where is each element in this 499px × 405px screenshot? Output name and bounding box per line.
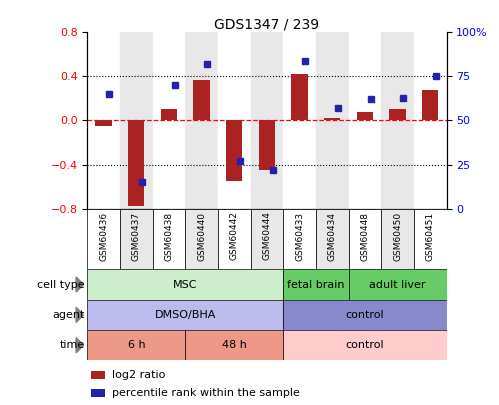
Text: log2 ratio: log2 ratio [112,370,166,379]
Bar [250,32,283,209]
Bar [316,209,349,269]
Bar [291,74,308,121]
Bar [87,330,185,360]
Bar [185,330,283,360]
Text: GSM60436: GSM60436 [99,211,108,261]
Bar [414,32,447,209]
Text: GSM60440: GSM60440 [197,211,206,260]
Bar [250,209,283,269]
Text: adult liver: adult liver [369,279,426,290]
Text: GSM60438: GSM60438 [165,211,174,261]
Bar [153,209,185,269]
Text: percentile rank within the sample: percentile rank within the sample [112,388,300,398]
Bar [91,371,105,379]
Bar [381,209,414,269]
Text: GSM60433: GSM60433 [295,211,304,261]
Bar [218,32,250,209]
Bar [259,121,275,170]
Polygon shape [76,277,83,292]
Bar [120,209,153,269]
Bar [120,32,153,209]
Text: GSM60451: GSM60451 [426,211,435,261]
Bar [91,389,105,397]
Bar [87,32,120,209]
Bar [185,32,218,209]
Text: 6 h: 6 h [128,340,145,350]
Bar [194,80,210,121]
Bar [128,121,145,207]
Text: GSM60437: GSM60437 [132,211,141,261]
Bar [185,209,218,269]
Bar [283,209,316,269]
Text: GSM60450: GSM60450 [393,211,402,261]
Bar [381,32,414,209]
Bar [226,121,243,181]
Bar [283,32,316,209]
Text: control: control [346,340,384,350]
Bar [87,300,283,330]
Bar [349,269,447,300]
Text: GSM60448: GSM60448 [360,211,369,260]
Bar [357,112,373,121]
Text: agent: agent [52,310,85,320]
Text: fetal brain: fetal brain [287,279,345,290]
Bar [218,209,250,269]
Polygon shape [76,338,83,353]
Text: time: time [59,340,85,350]
Bar [95,121,112,126]
Bar [283,330,447,360]
Text: control: control [346,310,384,320]
Text: DMSO/BHA: DMSO/BHA [155,310,216,320]
Bar [87,209,120,269]
Text: cell type: cell type [37,279,85,290]
Bar [283,300,447,330]
Bar [349,32,381,209]
Polygon shape [76,307,83,322]
Text: 48 h: 48 h [222,340,247,350]
Bar [414,209,447,269]
Bar [153,32,185,209]
Text: MSC: MSC [173,279,198,290]
Bar [324,118,340,121]
Bar [422,90,439,121]
Bar [87,269,283,300]
Bar [389,109,406,121]
Text: GSM60442: GSM60442 [230,211,239,260]
Bar [349,209,381,269]
Bar [161,109,177,121]
Title: GDS1347 / 239: GDS1347 / 239 [215,17,319,31]
Bar [283,269,349,300]
Bar [316,32,349,209]
Text: GSM60434: GSM60434 [328,211,337,260]
Text: GSM60444: GSM60444 [262,211,271,260]
